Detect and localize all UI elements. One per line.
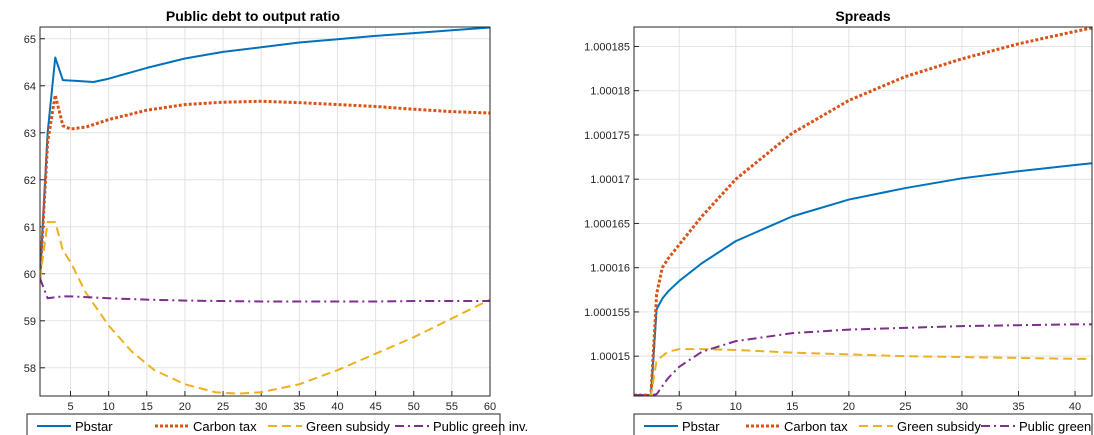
y-tick-label: 58 [24, 363, 36, 375]
legend-label: Green subsidy [306, 419, 390, 434]
legend: Pbstar Carbon tax Green subsidy Public gree… [26, 413, 528, 435]
y-tick-label: 64 [24, 81, 36, 93]
legend-label: Public green inv. [433, 419, 528, 434]
legend-box [633, 413, 1093, 435]
x-tick-label: 30 [956, 401, 968, 413]
x-tick-label: 40 [1069, 401, 1081, 413]
series-line-carbon-tax [634, 27, 1092, 396]
chart-public-debt: Public debt to output ratio 5 10 15 20 25 30 3… [24, 8, 528, 435]
series-line-pbstar [40, 27, 490, 279]
legend: Pbstar Carbon tax Green subsidy Public gree… [633, 413, 1094, 435]
y-tick-label: 59 [24, 316, 36, 328]
x-tick-label: 50 [408, 401, 420, 413]
x-tick-label: 25 [217, 401, 229, 413]
y-tick-label: 63 [24, 128, 36, 140]
x-tick-label: 15 [786, 401, 798, 413]
y-tick-label: 1.00016 [590, 263, 630, 275]
y-tick-label: 65 [24, 34, 36, 46]
legend-label: Green subsidy [897, 419, 981, 434]
x-tick-label: 20 [179, 401, 191, 413]
x-tick-label: 55 [446, 401, 458, 413]
series-line-carbon-tax [40, 93, 490, 279]
y-tick-label: 1.00015 [590, 351, 630, 363]
legend-box [26, 413, 501, 435]
plot-area [40, 27, 490, 396]
legend-label: Carbon tax [193, 419, 257, 434]
y-tick-label: 1.000185 [584, 41, 630, 53]
x-tick-label: 60 [484, 401, 496, 413]
y-tick-label: 1.00017 [590, 174, 630, 186]
series-line-green-subsidy [634, 348, 1092, 396]
legend-label: Carbon tax [784, 419, 848, 434]
series-line-public-green-inv [40, 278, 490, 303]
y-tick-label: 60 [24, 269, 36, 281]
x-tick-label: 40 [331, 401, 343, 413]
axes-box [633, 26, 1093, 397]
y-tick-label: 61 [24, 222, 36, 234]
plot-area [634, 27, 1092, 396]
x-tick-label: 15 [141, 401, 153, 413]
y-tick-label: 1.000155 [584, 307, 630, 319]
chart-title: Spreads [835, 8, 890, 24]
series-line-pbstar [634, 162, 1092, 396]
x-tick-label: 10 [103, 401, 115, 413]
chart-spreads: Spreads 5 10 15 20 25 30 35 40 1.00015 1.000155 1.… [584, 8, 1094, 435]
x-tick-label: 20 [843, 401, 855, 413]
chart-title: Public debt to output ratio [166, 8, 340, 24]
y-tick-label: 62 [24, 175, 36, 187]
y-tick-label: 1.00018 [590, 86, 630, 98]
y-tick-label: 1.000165 [584, 218, 630, 230]
x-tick-label: 30 [255, 401, 267, 413]
series-line-green-subsidy [40, 221, 490, 395]
x-tick-label: 5 [67, 401, 73, 413]
x-tick-label: 25 [899, 401, 911, 413]
x-tick-label: 35 [293, 401, 305, 413]
x-tick-label: 10 [730, 401, 742, 413]
legend-label: Public green inv. [1019, 419, 1094, 434]
y-tick-label: 1.000175 [584, 130, 630, 142]
series-line-public-green-inv [634, 323, 1092, 396]
legend-label: Pbstar [682, 419, 720, 434]
x-tick-label: 35 [1012, 401, 1024, 413]
legend-label: Pbstar [75, 419, 113, 434]
x-tick-label: 45 [369, 401, 381, 413]
axes-box [39, 26, 491, 397]
x-tick-label: 5 [676, 401, 682, 413]
